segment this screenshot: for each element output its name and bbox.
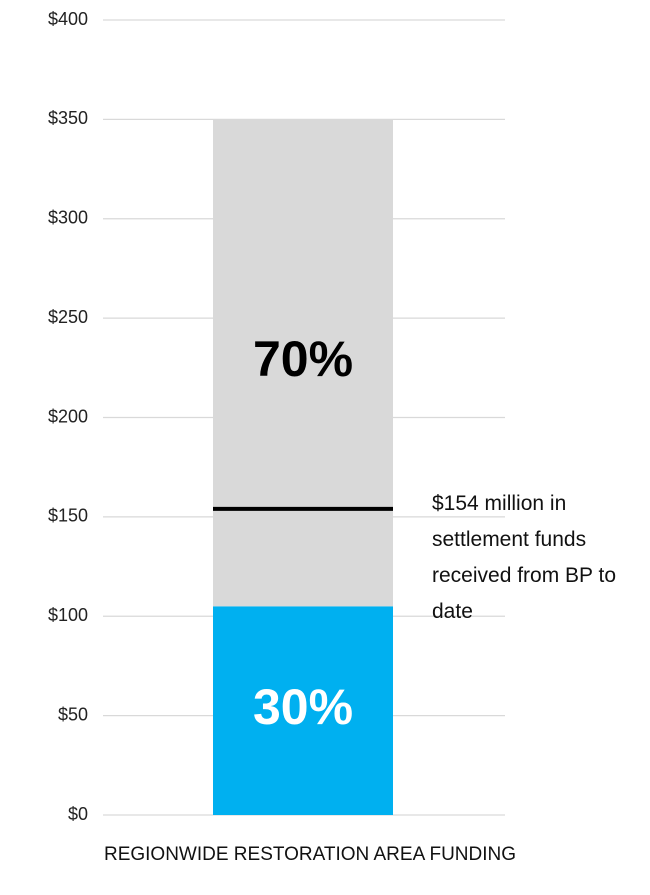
y-tick-label: $250 <box>48 307 88 327</box>
y-tick-label: $150 <box>48 506 88 526</box>
y-tick-label: $100 <box>48 605 88 625</box>
y-tick-label: $350 <box>48 108 88 128</box>
y-tick-label: $50 <box>58 704 88 724</box>
y-tick-label: $400 <box>48 9 88 29</box>
x-tick-label: REGIONWIDE RESTORATION AREA FUNDING <box>103 844 517 865</box>
y-tick-label: $200 <box>48 406 88 426</box>
data-label: 70% <box>253 331 353 387</box>
y-tick-label: $300 <box>48 208 88 228</box>
reference-annotation: $154 million in settlement funds receive… <box>432 492 617 623</box>
data-label: 30% <box>253 679 353 735</box>
bar-segment <box>213 606 393 815</box>
y-tick-label: $0 <box>68 804 88 824</box>
bar-segment <box>213 119 393 607</box>
